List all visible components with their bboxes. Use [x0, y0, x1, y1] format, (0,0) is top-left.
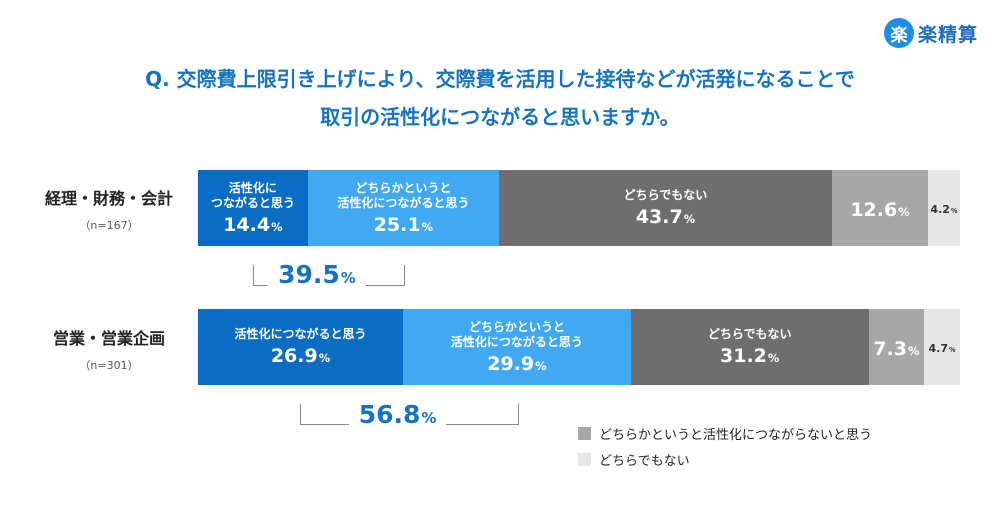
total-label-0: 39.5%	[268, 260, 366, 289]
segment-value-0-0: 14.4%	[223, 213, 283, 236]
segment-value-0-3: 12.6%	[850, 198, 910, 221]
segment-value-1-1: 29.9%	[487, 352, 547, 375]
legend-swatch-1	[578, 452, 591, 466]
bar-segment-0-0: 活性化に つながると思う 14.4%	[198, 170, 308, 246]
total-unit-0: %	[340, 269, 356, 287]
segment-label-0-0-1: つながると思う	[210, 195, 295, 210]
segment-value-1-0: 26.9%	[270, 345, 331, 367]
segment-value-0-4: 4.2%	[930, 203, 958, 216]
segment-label-1-1-0: どちらかというと	[468, 319, 565, 334]
legend-label-1: どちらでもない	[599, 453, 690, 469]
legend-item-0: どちらかというと活性化につながらないと思う	[578, 422, 872, 444]
bar-segment-1-2: どちらでもない 31.2%	[630, 309, 869, 385]
chart-title-line1: Q. 交際費上限引き上げにより、交際費を活用した接待などが活発になることで	[145, 67, 855, 91]
segment-label-1-0-0: 活性化につながると思う	[234, 327, 367, 341]
logo-icon: 楽	[883, 18, 914, 48]
legend-item-1: どちらでもない	[578, 448, 872, 470]
segment-label-0-1-1: 活性化につながると思う	[337, 195, 470, 210]
legend-label-0: どちらかというと活性化につながらないと思う	[599, 427, 873, 443]
bar-segment-0-2: どちらでもない 43.7%	[498, 170, 832, 246]
total-label-1: 56.8%	[348, 400, 447, 429]
bar-segment-0-1: どちらかというと 活性化につながると思う 25.1%	[307, 170, 499, 246]
bar-segment-1-0: 活性化につながると思う 26.9%	[198, 309, 403, 385]
segment-label-0-2-0: どちらでもない	[623, 188, 708, 202]
total-unit-1: %	[421, 409, 437, 427]
row-n-0: （n=167）	[79, 219, 139, 232]
total-value-0: 39.5	[278, 260, 340, 289]
row-label-0: 経理・財務・会計 （n=167）	[20, 185, 198, 233]
bar-segment-0-4: 4.2%	[927, 170, 960, 246]
stacked-bar-0: 活性化に つながると思う 14.4% どちらかというと 活性化につながると思う 25.1%…	[198, 170, 960, 246]
bar-segment-1-4: 4.7%	[924, 309, 960, 385]
segment-value-0-2: 43.7%	[635, 206, 696, 228]
segment-label-0-1-0: どちらかというと	[355, 180, 452, 195]
row-name-1: 営業・営業企画	[52, 329, 165, 348]
segment-value-1-2: 31.2%	[720, 345, 780, 367]
total-value-1: 56.8	[358, 400, 421, 429]
bar-segment-1-3: 7.3%	[868, 309, 925, 385]
bar-segment-0-3: 12.6%	[831, 170, 928, 246]
segment-value-1-3: 7.3%	[873, 337, 920, 360]
logo: 楽 楽精算	[883, 18, 978, 48]
bar-segment-1-1: どちらかというと 活性化につながると思う 29.9%	[402, 309, 631, 385]
row-name-0: 経理・財務・会計	[44, 189, 173, 208]
segment-value-0-1: 25.1%	[373, 213, 433, 236]
chart-title-line2: 取引の活性化につながると思いますか。	[320, 105, 680, 129]
legend-swatch-0	[578, 426, 591, 440]
segment-label-1-1-1: 活性化につながると思う	[450, 334, 583, 349]
logo-text: 楽精算	[917, 23, 978, 46]
row-n-1: （n=301）	[79, 359, 139, 372]
row-label-1: 営業・営業企画 （n=301）	[20, 325, 198, 373]
stacked-bar-1: 活性化につながると思う 26.9% どちらかというと 活性化につながると思う 29.9%…	[198, 309, 960, 385]
legend: どちらかというと活性化につながらないと思う どちらでもない	[578, 422, 872, 474]
segment-label-1-2-0: どちらでもない	[707, 327, 792, 341]
chart-title: Q. 交際費上限引き上げにより、交際費を活用した接待などが活発になることで 取引…	[0, 60, 1000, 136]
segment-label-0-0-0: 活性化に	[228, 180, 277, 195]
segment-value-1-4: 4.7%	[928, 342, 956, 355]
